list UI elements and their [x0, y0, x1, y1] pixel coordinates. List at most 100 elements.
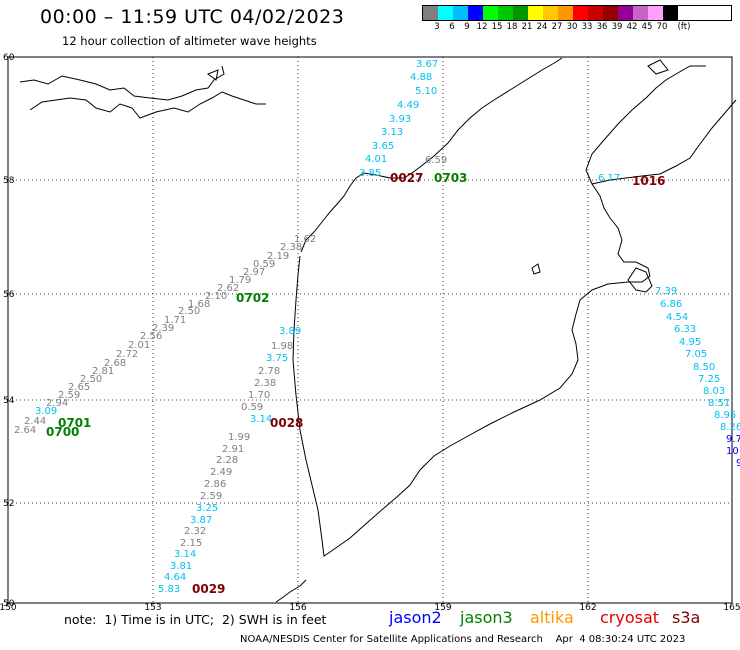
legend-swatch-5	[498, 6, 513, 20]
swh-label: 2.81	[92, 366, 114, 377]
legend-label: 12	[476, 22, 488, 32]
kamchatka-east-coast	[292, 65, 706, 557]
swh-label: 2.28	[216, 455, 238, 466]
swh-label: 3.14	[250, 414, 272, 425]
legend-swatch-16	[663, 6, 678, 20]
satellite-name: cryosat	[600, 608, 660, 627]
lon-tick-label: 159	[434, 603, 451, 613]
swh-label: 3.09	[35, 406, 57, 417]
swh-label: 6.86	[660, 299, 682, 310]
swh-label: 1.71	[164, 315, 186, 326]
swh-label: 4.49	[397, 100, 419, 111]
footer-credit: NOAA/NESDIS Center for Satellite Applica…	[240, 634, 686, 645]
swh-label: 2.39	[152, 323, 174, 334]
kamchatka-west-coast	[300, 57, 563, 253]
page-subtitle: 12 hour collection of altimeter wave hei…	[62, 34, 317, 48]
swh-label: 3.65	[372, 141, 394, 152]
swh-label: 8.51	[708, 398, 730, 409]
lon-tick-label: 162	[579, 603, 596, 613]
lat-tick-label: 50	[3, 599, 15, 609]
lon-tick-label: 153	[144, 603, 161, 613]
swh-label: 3.93	[389, 114, 411, 125]
time-label: 1016	[632, 174, 665, 188]
time-label: 0702	[236, 291, 269, 305]
swh-label: 8.26	[720, 422, 740, 433]
legend-swatch-4	[483, 6, 498, 20]
swh-label: 6.59	[425, 155, 447, 166]
legend-swatches	[422, 5, 732, 21]
legend-label: 42	[626, 22, 638, 32]
legend-labels: 3 6 9 12 15 18 21 24 27 30 33 36 39 42 45 70 (ft)	[422, 21, 732, 33]
legend-label: 33	[581, 22, 593, 32]
time-label: 0701	[58, 416, 91, 430]
swh-label: 2.64	[14, 425, 36, 436]
swh-label: 2.44	[24, 416, 46, 427]
footer-note: note: 1) Time is in UTC; 2) SWH is in fe…	[64, 612, 327, 627]
swh-label: 7.05	[685, 349, 707, 360]
swh-label: 3.81	[170, 561, 192, 572]
swh-label: 2.10	[205, 291, 227, 302]
lat-tick-label: 60	[3, 53, 15, 63]
lat-tick-label: 52	[3, 499, 14, 509]
karaginsky-island	[627, 267, 653, 293]
swh-label: 2.91	[222, 444, 244, 455]
swh-label: 5.83	[158, 584, 180, 595]
legend-swatch-6	[513, 6, 528, 20]
lat-tick-label: 54	[3, 396, 15, 406]
time-label: 0027	[390, 171, 423, 185]
swh-label: 3.25	[196, 503, 218, 514]
legend-swatch-13	[618, 6, 633, 20]
swh-label: 4.95	[679, 337, 701, 348]
swh-label: 6.17	[598, 173, 620, 184]
swh-label: 2.72	[116, 349, 138, 360]
swh-label: 2.68	[104, 358, 126, 369]
lon-tick-label: 165	[723, 603, 740, 613]
swh-label: 6.33	[674, 324, 696, 335]
lat-lon-grid	[7, 56, 733, 604]
swh-label: 8.50	[693, 362, 715, 373]
page-title: 00:00 – 11:59 UTC 04/02/2023	[40, 6, 345, 28]
time-label: 0028	[270, 416, 303, 430]
swh-label: 2.50	[178, 306, 200, 317]
magadan-bay	[29, 91, 266, 119]
legend-label: 27	[551, 22, 563, 32]
legend-label: 36	[596, 22, 608, 32]
swh-label: 1.98	[271, 341, 293, 352]
legend-label: 18	[506, 22, 518, 32]
okhotsk-north-coast	[19, 65, 225, 101]
swh-label: 2.32	[184, 526, 206, 537]
satellite-name: jason3	[460, 608, 513, 627]
swh-label: 3.13	[381, 127, 403, 138]
swh-label: 2.38	[254, 378, 276, 389]
kuril-tip	[275, 579, 307, 603]
lon-tick-label: 156	[289, 603, 306, 613]
swh-label: 2.49	[210, 467, 232, 478]
swh-label: 2.50	[80, 374, 102, 385]
legend-label: 3	[434, 22, 440, 32]
swh-label: 1.70	[248, 390, 270, 401]
legend-label: 21	[521, 22, 533, 32]
swh-label: 3.14	[174, 549, 196, 560]
swh-label: 2.97	[243, 267, 265, 278]
swh-label: 2.59	[58, 390, 80, 401]
swh-label: 2.15	[180, 538, 202, 549]
swh-label: 3.75	[266, 353, 288, 364]
legend-label: 15	[491, 22, 503, 32]
swh-label: 3.85	[359, 168, 381, 179]
legend-label: 6	[449, 22, 455, 32]
swh-label: 4.88	[410, 72, 432, 83]
legend-label: 9	[464, 22, 470, 32]
legend-swatch-0	[423, 6, 438, 20]
swh-label: 7.39	[655, 286, 677, 297]
swh-label: 4.54	[666, 312, 688, 323]
lat-tick-label: 58	[3, 176, 15, 186]
swh-label: 2.59	[200, 491, 222, 502]
lat-tick-label: 56	[3, 290, 15, 300]
legend-label: 45	[641, 22, 653, 32]
satellite-name: jason2	[389, 608, 442, 627]
swh-label: 4.64	[164, 572, 186, 583]
legend-swatch-9	[558, 6, 573, 20]
swh-label: 2.56	[140, 331, 162, 342]
